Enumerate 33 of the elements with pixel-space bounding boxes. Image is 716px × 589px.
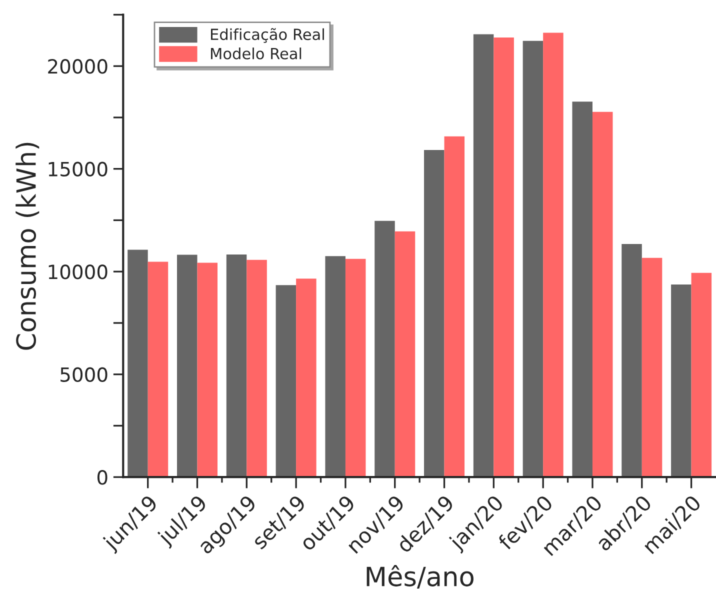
bar bbox=[622, 244, 642, 478]
y-tick-label: 10000 bbox=[48, 264, 108, 280]
bar bbox=[394, 231, 416, 478]
y-tick-label: 20000 bbox=[48, 59, 108, 74]
y-axis-title: Consumo (kWh) bbox=[16, 142, 40, 350]
y-tick-label: 0 bbox=[97, 470, 108, 485]
bar bbox=[494, 38, 514, 478]
legend-label: Modelo Real bbox=[211, 48, 302, 60]
bar bbox=[276, 285, 296, 478]
bar bbox=[522, 40, 544, 478]
bar bbox=[691, 272, 712, 478]
bar bbox=[374, 220, 395, 478]
bar bbox=[642, 258, 662, 478]
x-axis-title: Mês/ano bbox=[366, 564, 474, 589]
bar bbox=[177, 254, 198, 478]
y-tick-label: 15000 bbox=[48, 162, 108, 177]
legend-label: Edificação Real bbox=[211, 28, 324, 43]
bar bbox=[226, 254, 247, 478]
bar bbox=[473, 34, 494, 478]
bar bbox=[345, 258, 366, 478]
bar bbox=[246, 260, 267, 478]
bar bbox=[592, 112, 613, 478]
bar bbox=[671, 284, 692, 478]
bar bbox=[543, 32, 564, 478]
bar bbox=[296, 278, 316, 478]
bar bbox=[325, 256, 346, 478]
bar bbox=[148, 262, 168, 478]
bar bbox=[197, 262, 218, 478]
bar bbox=[128, 250, 148, 478]
bar bbox=[444, 136, 465, 478]
y-tick-label: 5000 bbox=[60, 367, 108, 382]
bar bbox=[424, 150, 444, 478]
bar bbox=[572, 102, 592, 478]
